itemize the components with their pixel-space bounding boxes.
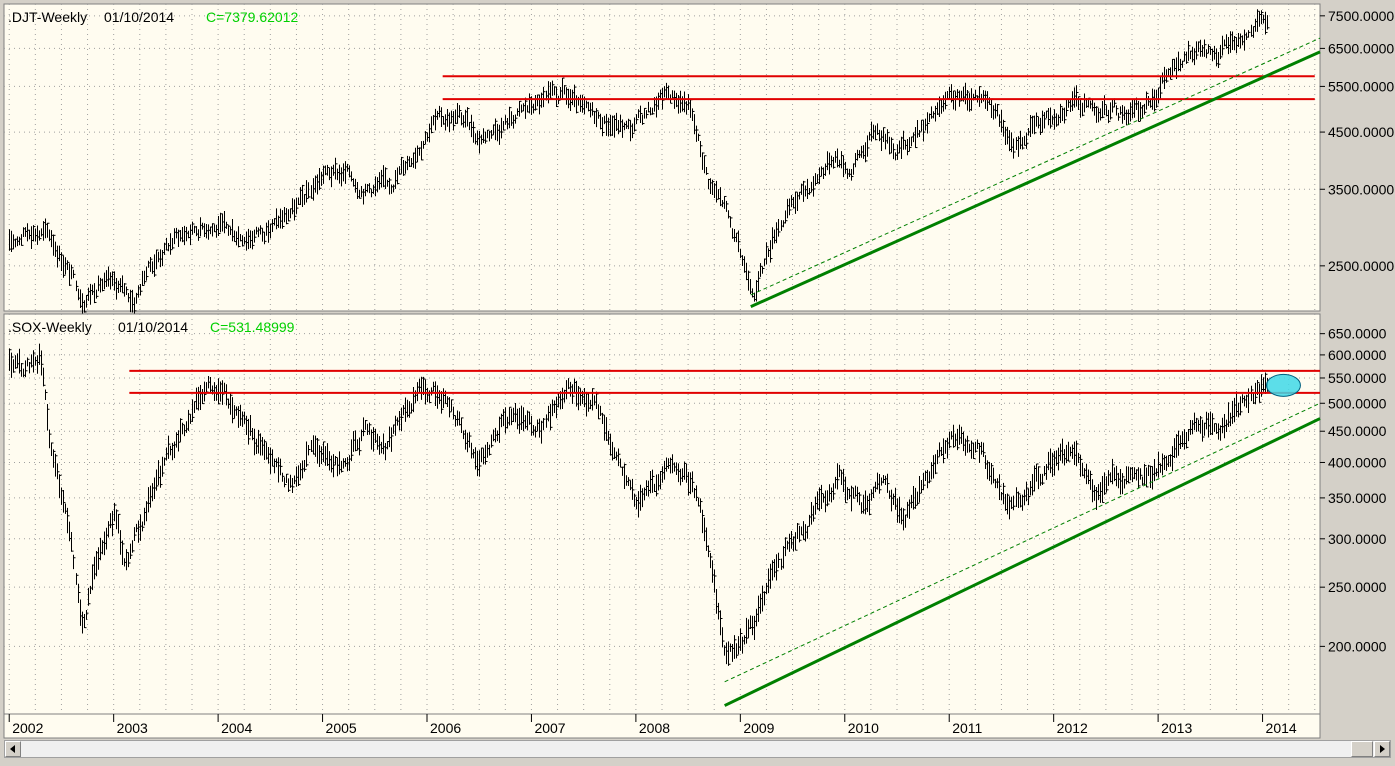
x-tick-label: 2011 [952,720,982,736]
x-axis: 2002 2003 2004 2005 2006 2007 2008 2009 2010 2011… [8,714,1297,736]
chart-canvas: .DJT-Weekly 01/10/2014 C=7379.62012 7500… [3,3,1395,739]
trend-line-dashed [724,402,1321,683]
sox-drawn-lines [129,369,1321,707]
scrollbar-thumb[interactable] [1351,741,1373,757]
left-arrow-icon [10,745,15,753]
trend-line-solid [750,50,1321,308]
x-tick-label: 2014 [1266,720,1297,736]
y-tick-label: 7500.0000 [1328,8,1394,24]
x-tick-label: 2006 [430,720,461,736]
y-tick-label: 2500.0000 [1328,258,1394,274]
djt-price-bars [9,9,1270,316]
y-tick-label: 500.0000 [1328,395,1387,411]
sox-gridlines [4,314,1320,714]
x-tick-label: 2003 [117,720,148,736]
trend-line-solid [724,417,1321,707]
y-tick-label: 600.0000 [1328,347,1387,363]
djt-gridlines [4,4,1320,311]
x-tick-label: 2007 [534,720,565,736]
sox-price-bars [9,343,1270,666]
y-tick-label: 550.0000 [1328,370,1387,386]
x-tick-label: 2010 [848,720,879,736]
djt-panel: .DJT-Weekly 01/10/2014 C=7379.62012 7500… [3,3,1394,316]
djt-close-label: C=7379.62012 [206,9,298,25]
x-tick-label: 2013 [1161,720,1192,736]
highlight-ellipse [1265,373,1301,397]
sox-panel: .SOX-Weekly 01/10/2014 C=531.48999 650.0… [3,313,1387,715]
y-tick-label: 650.0000 [1328,326,1387,342]
x-tick-label: 2005 [326,720,357,736]
djt-drawn-lines [442,37,1321,308]
y-tick-label: 250.0000 [1328,579,1387,595]
x-tick-label: 2009 [743,720,774,736]
djt-date-label: 01/10/2014 [104,9,174,25]
y-tick-label: 5500.0000 [1328,78,1394,94]
y-tick-label: 6500.0000 [1328,40,1394,56]
trend-line-dashed [750,37,1321,296]
horizontal-scrollbar[interactable] [4,740,1391,758]
sox-y-axis: 650.0000 600.0000 550.0000 500.0000 450.0000… [1320,326,1387,654]
x-tick-label: 2004 [221,720,252,736]
x-tick-label: 2012 [1057,720,1088,736]
y-tick-label: 450.0000 [1328,423,1387,439]
y-tick-label: 4500.0000 [1328,124,1394,140]
djt-y-axis: 7500.0000 6500.0000 5500.0000 4500.0000 3500… [1320,8,1394,274]
y-tick-label: 300.0000 [1328,531,1387,547]
y-tick-label: 3500.0000 [1328,181,1394,197]
x-tick-label: 2008 [639,720,670,736]
scroll-right-button[interactable] [1374,741,1390,757]
y-tick-label: 200.0000 [1328,638,1387,654]
sox-symbol-label: .SOX-Weekly [8,319,92,335]
right-arrow-icon [1380,745,1385,753]
sox-date-label: 01/10/2014 [118,319,188,335]
scroll-left-button[interactable] [5,741,21,757]
x-tick-label: 2002 [12,720,43,736]
y-tick-label: 400.0000 [1328,454,1387,470]
y-tick-label: 350.0000 [1328,490,1387,506]
djt-symbol-label: .DJT-Weekly [8,9,87,25]
x-axis-strip [3,713,1321,739]
sox-close-label: C=531.48999 [210,319,295,335]
